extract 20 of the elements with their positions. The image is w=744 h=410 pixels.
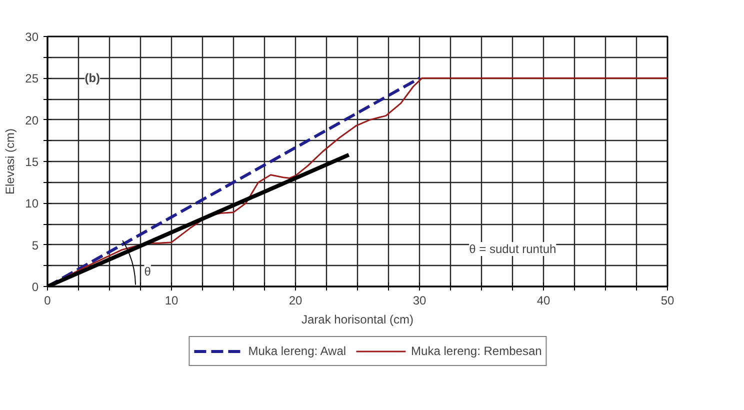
y-tick-label: 30	[25, 30, 39, 44]
y-tick-label: 10	[25, 196, 39, 211]
y-tick-label: 20	[25, 113, 39, 128]
x-tick-label: 10	[164, 294, 178, 308]
y-tick-label: 25	[25, 72, 39, 86]
annotation: (b)	[84, 71, 100, 86]
legend-label: Muka lereng: Rembesan	[411, 344, 542, 358]
annotation: θ	[144, 264, 152, 278]
y-axis-title: Elevasi (cm)	[3, 128, 18, 195]
x-axis-title: Jarak horisontal (cm)	[301, 312, 414, 326]
x-tick-label: 0	[44, 294, 52, 308]
y-tick-label: 5	[32, 238, 39, 252]
annotation: θ = sudut runtuh	[469, 242, 556, 256]
x-tick-label: 30	[412, 294, 426, 308]
legend-label: Muka lereng: Awal	[248, 344, 346, 358]
y-tick-label: 15	[25, 155, 39, 169]
x-tick-label: 50	[660, 294, 674, 308]
x-tick-label: 40	[536, 294, 550, 308]
y-tick-label: 0	[32, 280, 39, 294]
x-tick-label: 20	[288, 294, 302, 308]
